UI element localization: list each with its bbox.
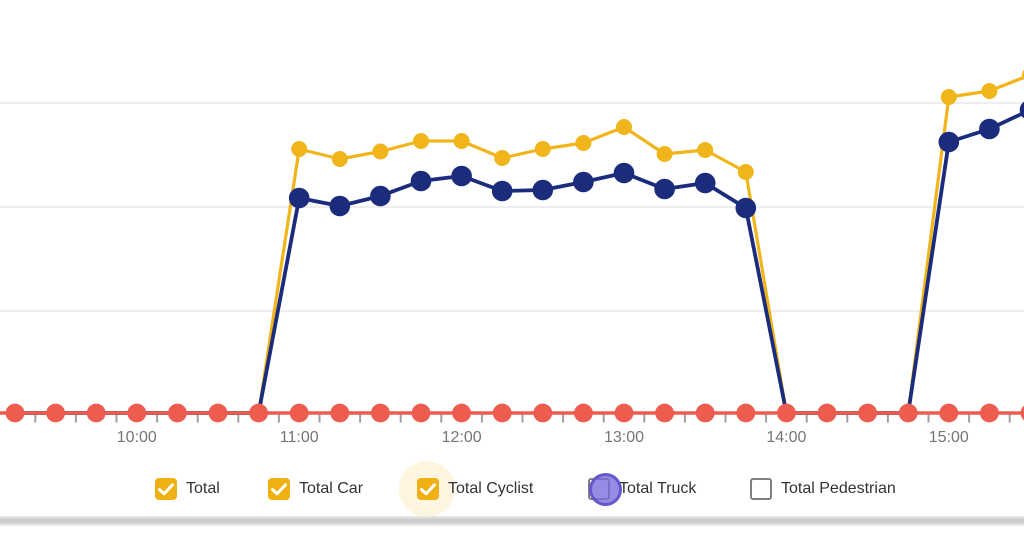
series-point-total-cyclist[interactable] (533, 403, 553, 423)
series-point-total-cyclist[interactable] (371, 403, 390, 423)
legend-label: Total (186, 480, 220, 497)
checkbox-total-car[interactable] (268, 478, 290, 500)
checkbox-total[interactable] (155, 478, 177, 500)
series-point-total[interactable] (940, 89, 957, 105)
series-point-total-cyclist[interactable] (898, 403, 918, 423)
series-point-total-cyclist[interactable] (492, 403, 512, 423)
series-point-total-cyclist[interactable] (452, 403, 471, 423)
x-axis-label: 13:00 (603, 429, 645, 446)
series-point-total-cyclist[interactable] (655, 403, 674, 423)
series-line-total (13, 75, 1024, 415)
legend-label: Total Pedestrian (781, 480, 896, 497)
series-point-total-car[interactable] (532, 179, 554, 201)
checkbox-total-cyclist[interactable] (417, 478, 439, 500)
series-point-total-cyclist[interactable] (330, 403, 350, 423)
bottom-shadow-divider (0, 516, 1024, 526)
series-point-total-cyclist[interactable] (249, 403, 268, 423)
legend-item-total-car[interactable]: Total Car (268, 478, 363, 500)
series-point-total-cyclist[interactable] (614, 403, 634, 423)
x-axis-label: 14:00 (766, 429, 807, 446)
series-point-total-cyclist[interactable] (168, 403, 187, 423)
series-point-total-cyclist[interactable] (289, 403, 309, 423)
series-point-total[interactable] (494, 150, 511, 166)
series-point-total-car[interactable] (1019, 100, 1024, 121)
series-point-total-car[interactable] (329, 195, 351, 217)
series-point-total-car[interactable] (573, 171, 594, 193)
x-axis-label: 15:00 (928, 429, 969, 446)
series-point-total-cyclist[interactable] (411, 403, 431, 423)
checkmark-icon (158, 483, 174, 496)
click-ripple (588, 473, 622, 506)
legend-item-total-cyclist[interactable]: Total Cyclist (399, 461, 534, 517)
series-point-total[interactable] (413, 133, 429, 149)
x-axis-label: 12:00 (441, 429, 482, 446)
series-point-total-cyclist[interactable] (5, 403, 25, 423)
series-point-total-cyclist[interactable] (574, 403, 593, 423)
series-point-total-cyclist[interactable] (86, 403, 106, 423)
series-point-total[interactable] (372, 143, 389, 160)
checkmark-icon (420, 483, 436, 496)
series-point-total[interactable] (616, 119, 632, 135)
series-point-total-cyclist[interactable] (127, 403, 147, 423)
series-point-total-car[interactable] (288, 187, 310, 209)
series-point-total[interactable] (656, 146, 673, 162)
legend-item-total[interactable]: Total (155, 478, 220, 500)
series-point-total-cyclist[interactable] (208, 403, 228, 423)
series-point-total-cyclist[interactable] (695, 403, 715, 423)
series-point-total-cyclist[interactable] (1020, 404, 1024, 423)
series-point-total-cyclist[interactable] (817, 403, 837, 423)
checkbox-total-pedestrian[interactable] (750, 478, 772, 500)
series-point-total-cyclist[interactable] (46, 403, 65, 423)
series-point-total-car[interactable] (451, 165, 472, 187)
x-axis-label: 11:00 (279, 429, 319, 446)
legend-label: Total Car (299, 480, 364, 497)
series-point-total-cyclist[interactable] (858, 403, 877, 423)
series-point-total[interactable] (534, 141, 551, 157)
series-point-total-car[interactable] (979, 118, 1000, 140)
x-axis-labels: 10:00 11:00 12:00 13:00 14:00 15:00 (0, 429, 1024, 449)
series-point-total-car[interactable] (491, 180, 513, 202)
series-point-total[interactable] (453, 133, 470, 149)
checkmark-icon (271, 483, 287, 496)
chart-legend: Total Total Car Total Cyclist Total Truck To… (0, 461, 1024, 517)
legend-item-total-truck[interactable]: Total Truck (588, 473, 697, 506)
x-axis-label: 10:00 (116, 429, 157, 446)
series-point-total-cyclist[interactable] (777, 403, 796, 423)
series-point-total[interactable] (697, 142, 714, 158)
legend-label: Total Cyclist (448, 480, 534, 497)
series-point-total-car[interactable] (694, 172, 716, 194)
series-point-total-car[interactable] (613, 162, 635, 184)
series-point-total-cyclist[interactable] (980, 403, 999, 423)
series-point-total[interactable] (575, 135, 592, 151)
series-point-total[interactable] (981, 83, 998, 99)
series-point-total-car[interactable] (938, 131, 960, 153)
legend-label: Total Truck (619, 480, 697, 497)
series-point-total-cyclist[interactable] (736, 403, 756, 423)
series-point-total-car[interactable] (654, 178, 675, 200)
series-point-total[interactable] (291, 141, 308, 157)
series-point-total[interactable] (737, 164, 754, 180)
series-point-total[interactable] (331, 151, 348, 167)
series-point-total-car[interactable] (735, 197, 757, 219)
series-point-total-car[interactable] (370, 185, 391, 207)
series-point-total-cyclist[interactable] (939, 403, 959, 423)
legend-item-total-pedestrian[interactable]: Total Pedestrian (750, 478, 896, 500)
series-point-total-car[interactable] (410, 170, 432, 192)
